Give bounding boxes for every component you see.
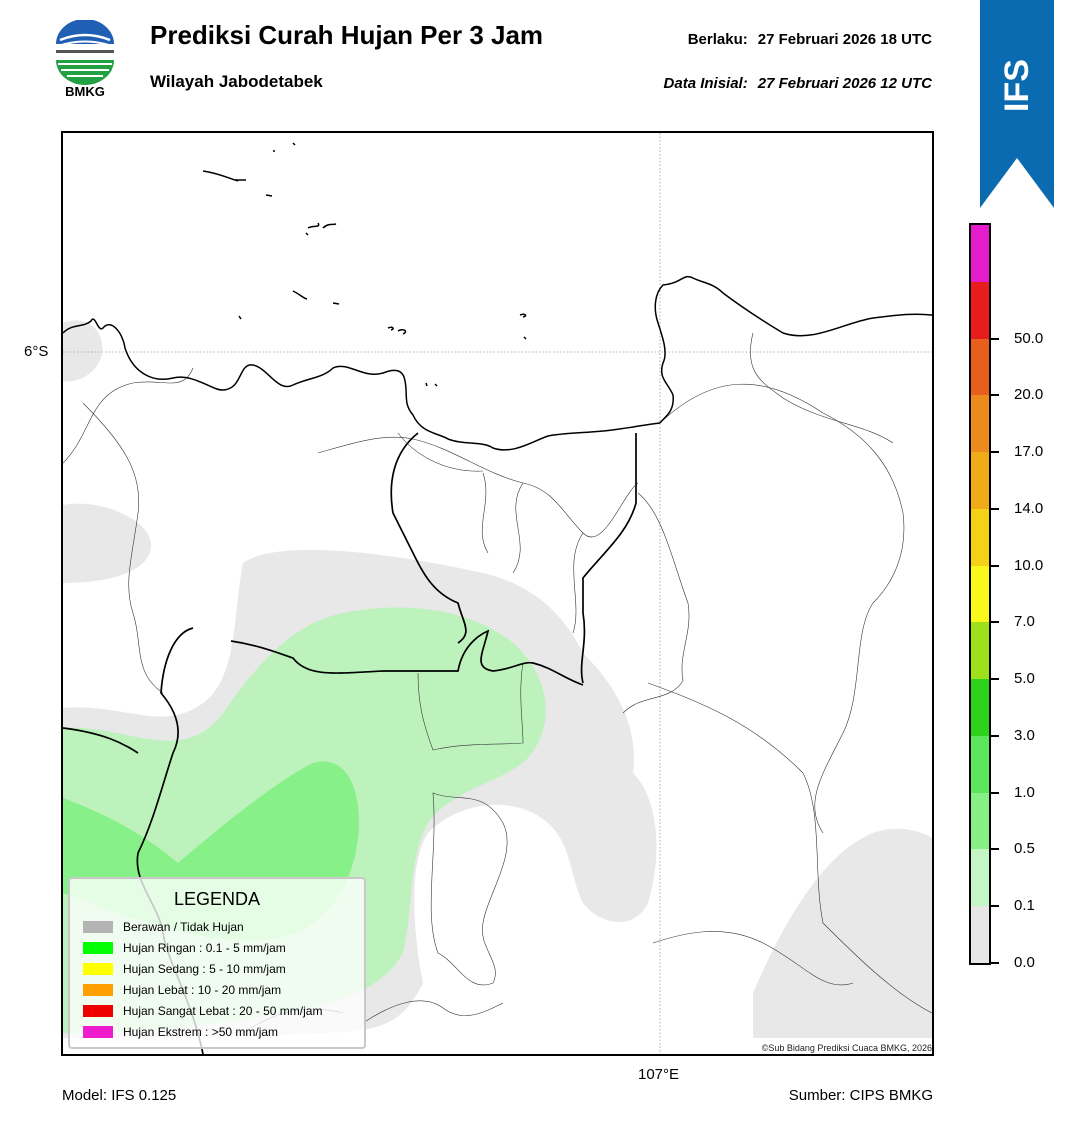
colorbar-segment (971, 622, 989, 680)
colorbar-tick-mark (991, 848, 999, 851)
colorbar-tick-mark (991, 451, 999, 454)
longitude-label: 107°E (638, 1066, 680, 1083)
model-label: Model: IFS 0.125 (62, 1087, 177, 1104)
ifs-banner (980, 0, 1054, 208)
latitude-label: 6°S (24, 343, 49, 360)
colorbar-segment (971, 792, 989, 850)
ifs-badge-text: IFS (997, 58, 1036, 112)
colorbar-tick-mark (991, 678, 999, 681)
colorbar-tick-label: 0.0 (1014, 954, 1035, 971)
colorbar-segment (971, 508, 989, 566)
colorbar-segment (971, 679, 989, 736)
colorbar-tick-mark (991, 564, 999, 567)
legend: LEGENDA Berawan / Tidak Hujan Hujan Ring… (68, 877, 366, 1049)
legend-item: Hujan Sangat Lebat : 20 - 50 mm/jam (70, 1000, 364, 1021)
colorbar-tick-label: 20.0 (1014, 386, 1044, 404)
colorbar-tick-mark (991, 507, 999, 510)
colorbar-tick-mark (991, 905, 999, 908)
legend-swatch (83, 962, 113, 975)
colorbar-tick-label: 0.1 (1014, 897, 1035, 915)
region-subtitle: Wilayah Jabodetabek (150, 72, 323, 91)
source-label: Sumber: CIPS BMKG (788, 1087, 933, 1104)
legend-item: Hujan Ringan : 0.1 - 5 mm/jam (70, 937, 364, 958)
legend-item: Hujan Lebat : 10 - 20 mm/jam (70, 979, 364, 1000)
colorbar-segment (971, 565, 989, 623)
colorbar-segment (971, 395, 989, 453)
colorbar-tick-label: 0.5 (1014, 840, 1035, 858)
valid-time: Berlaku: 27 Februari 2026 18 UTC (688, 31, 932, 48)
map-credit: ©Sub Bidang Prediksi Cuaca BMKG, 2026 (761, 1043, 932, 1053)
colorbar-tick-mark (991, 337, 999, 340)
colorbar-segment (971, 225, 989, 282)
colorbar-tick-mark (991, 791, 999, 794)
colorbar-tick-label: 50.0 (1014, 329, 1044, 347)
init-value: 27 Februari 2026 12 UTC (757, 75, 932, 92)
colorbar-tick-label: 10.0 (1014, 556, 1044, 574)
legend-title: LEGENDA (173, 889, 261, 909)
coastline (63, 275, 932, 451)
colorbar-segment (971, 735, 989, 793)
colorbar-tick-label: 5.0 (1014, 670, 1035, 688)
colorbar-segment (971, 338, 989, 396)
init-label: Data Inisial: (663, 75, 748, 92)
colorbar-tick-label: 14.0 (1014, 499, 1044, 517)
colorbar-tick-label: 3.0 (1014, 726, 1035, 744)
page-title: Prediksi Curah Hujan Per 3 Jam (150, 20, 544, 50)
colorbar-tick-label: 17.0 (1014, 443, 1044, 461)
colorbar-segment (971, 281, 989, 339)
colorbar-tick-label: 7.0 (1014, 613, 1035, 631)
valid-label: Berlaku: (687, 31, 748, 48)
logo-text: BMKG (65, 84, 105, 99)
colorbar-segment (971, 452, 989, 509)
colorbar-tick-mark (991, 734, 999, 737)
colorbar-tick-mark (991, 962, 999, 964)
colorbar (969, 223, 991, 965)
legend-swatch (83, 983, 113, 996)
colorbar-tick-label: 1.0 (1014, 783, 1035, 801)
legend-item: Hujan Ekstrem : >50 mm/jam (70, 1021, 364, 1042)
legend-swatch (83, 1004, 113, 1017)
colorbar-segment (971, 849, 989, 907)
legend-item: Berawan / Tidak Hujan (70, 916, 364, 937)
bmkg-logo-icon (52, 19, 118, 100)
legend-item: Hujan Sedang : 5 - 10 mm/jam (70, 958, 364, 979)
colorbar-segment (971, 906, 989, 963)
legend-swatch (83, 941, 113, 954)
legend-swatch (83, 1025, 113, 1038)
colorbar-tick-mark (991, 621, 999, 624)
thousand-islands (202, 142, 527, 387)
init-time: Data Inisial: 27 Februari 2026 12 UTC (664, 75, 932, 92)
colorbar-tick-mark (991, 394, 999, 397)
legend-swatch (83, 920, 113, 933)
valid-value: 27 Februari 2026 18 UTC (757, 31, 932, 48)
